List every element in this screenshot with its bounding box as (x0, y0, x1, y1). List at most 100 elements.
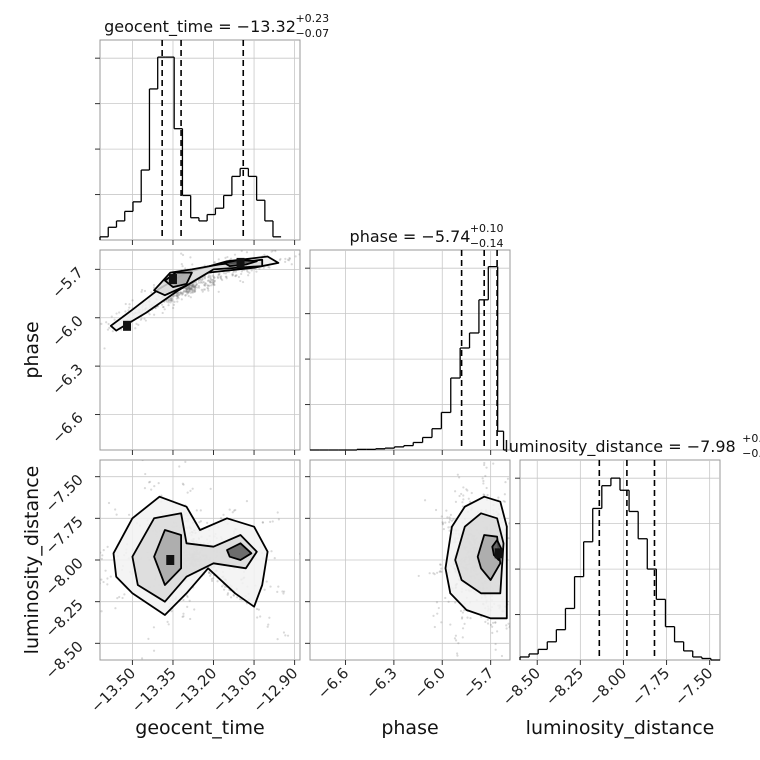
sample-point (212, 278, 215, 281)
sample-point (512, 478, 514, 480)
sample-point (462, 486, 465, 489)
sample-point (448, 520, 451, 524)
sample-point (186, 287, 189, 291)
sample-point (491, 631, 494, 634)
sample-point (448, 529, 451, 532)
sample-point (195, 283, 198, 287)
sample-point (187, 290, 190, 293)
sample-point (469, 617, 472, 620)
sample-point (105, 321, 108, 324)
sample-point (217, 290, 220, 293)
sample-point (190, 286, 193, 289)
histogram-luminosity-distance: luminosity_distance = −7.98 +0.16 −0.16 (504, 432, 760, 665)
histogram-phase: phase = −5.74 +0.10 −0.14 (305, 222, 511, 455)
sample-point (161, 311, 164, 315)
sample-point (290, 263, 293, 266)
sample-point (305, 603, 307, 605)
sample-point (135, 322, 138, 326)
sample-point (184, 267, 187, 270)
sample-point (203, 283, 206, 286)
sample-point (192, 288, 195, 292)
sample-point (304, 596, 306, 598)
xtick-label: −12.90 (249, 664, 301, 716)
sample-point (528, 641, 530, 643)
sample-point (454, 639, 458, 642)
sample-point (190, 286, 193, 289)
sample-point (232, 593, 235, 596)
sample-point (271, 520, 274, 523)
sample-point (461, 501, 464, 504)
sample-point (262, 266, 265, 269)
sample-point (192, 285, 195, 289)
sample-point (454, 634, 457, 637)
y-axis-label: luminosity_distance (21, 466, 43, 655)
sample-point (188, 289, 191, 292)
sample-point (440, 567, 443, 570)
sample-point (198, 286, 201, 289)
sample-point (440, 515, 443, 518)
sample-point (440, 570, 443, 574)
sample-point (152, 286, 156, 289)
sample-point (203, 284, 206, 287)
sample-point (97, 344, 99, 346)
sample-point (189, 291, 192, 294)
contour-level (153, 258, 264, 297)
sample-point (228, 508, 231, 511)
sample-point (82, 352, 84, 354)
sample-point (481, 477, 484, 480)
sample-point (258, 267, 261, 270)
sample-point (209, 275, 212, 278)
sample-point (87, 353, 89, 355)
sample-point (167, 298, 170, 301)
sample-point (140, 290, 143, 293)
sample-point (282, 592, 285, 595)
sample-point (432, 572, 435, 575)
sample-point (172, 295, 175, 298)
sample-point (236, 596, 239, 599)
sample-point (238, 598, 242, 601)
sample-point (463, 622, 466, 625)
sample-point (435, 601, 439, 604)
sample-point (428, 572, 431, 575)
sample-point (245, 251, 249, 254)
sample-point (222, 513, 225, 516)
sample-point (181, 253, 185, 257)
sample-point (185, 288, 188, 291)
sample-point (144, 319, 147, 322)
sample-point (192, 283, 196, 286)
sample-point (417, 574, 420, 578)
sample-point (259, 615, 262, 618)
sample-point (439, 563, 442, 566)
sample-point (232, 594, 235, 597)
sample-point (287, 259, 291, 262)
sample-point (226, 593, 229, 596)
sample-point (457, 642, 460, 645)
sample-point (257, 608, 260, 611)
sample-point (183, 290, 186, 293)
sample-point (193, 290, 197, 293)
density-peak (166, 555, 175, 565)
sample-point (115, 513, 118, 516)
sample-point (327, 247, 329, 249)
sample-point (256, 616, 259, 619)
sample-point (486, 618, 489, 621)
sample-point (74, 340, 76, 342)
sample-point (184, 290, 188, 294)
sample-point (89, 334, 91, 336)
sample-point (219, 276, 222, 280)
sample-point (175, 292, 179, 295)
sample-point (113, 318, 116, 321)
sample-point (193, 285, 196, 288)
sample-point (188, 599, 191, 602)
sample-point (212, 275, 215, 278)
sample-point (510, 513, 512, 515)
sample-point (181, 615, 184, 619)
sample-point (492, 453, 494, 455)
sample-point (513, 462, 515, 464)
sample-point (234, 274, 237, 277)
sample-point (279, 257, 282, 261)
sample-point (100, 610, 103, 613)
sample-point (191, 291, 195, 294)
sample-point (210, 284, 213, 287)
sample-point (216, 276, 220, 280)
